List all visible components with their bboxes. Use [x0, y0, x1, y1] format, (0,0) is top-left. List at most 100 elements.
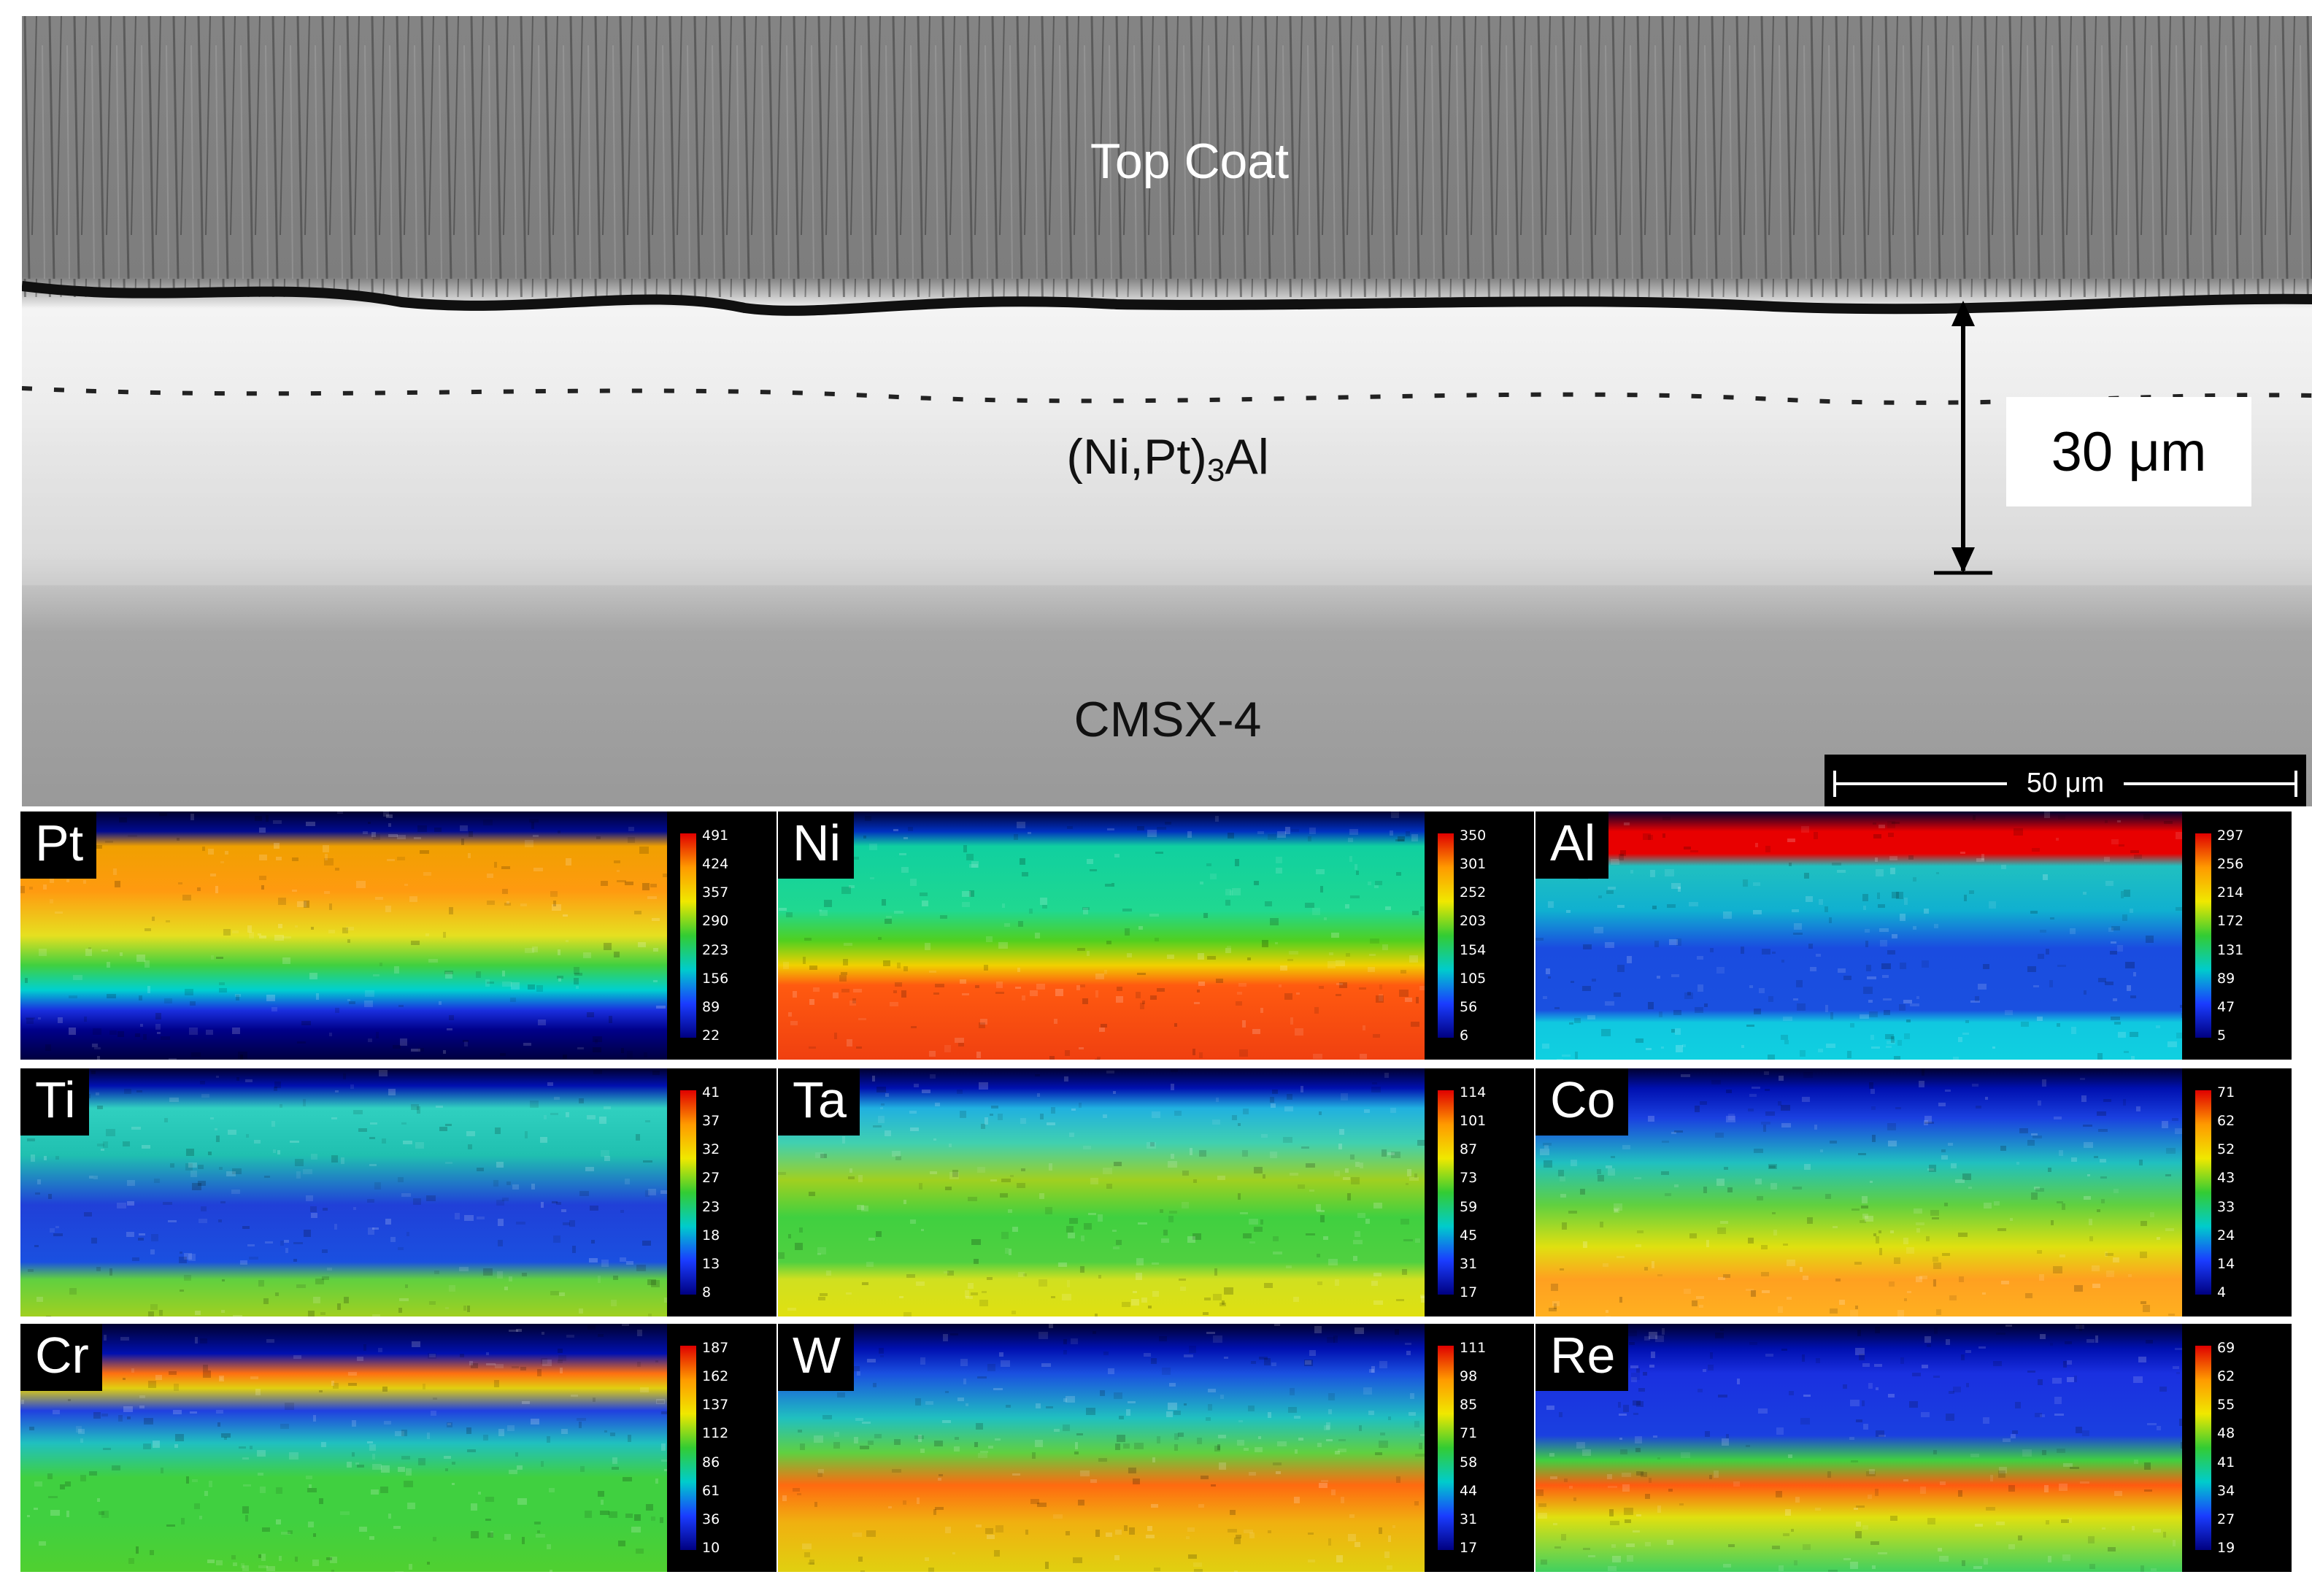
element-map-image: [1535, 1324, 2182, 1572]
colorbar-tick-label: 69: [2217, 1340, 2235, 1356]
element-label: Pt: [20, 812, 97, 879]
colorbar-tick-label: 112: [702, 1425, 729, 1442]
element-map-co: Co 71 62 52 43 33 24 14 4: [1535, 1068, 2292, 1316]
colorbar-gradient: [1438, 1090, 1454, 1295]
colorbar-ticks: 41 37 32 27 23 18 13 8: [702, 1084, 720, 1300]
element-map-image: [1535, 1068, 2182, 1316]
colorbar-tick-label: 48: [2217, 1425, 2235, 1442]
element-map-w: W 111 98 85 71 58 44 31 17: [778, 1324, 1534, 1572]
colorbar-gradient: [1438, 833, 1454, 1038]
colorbar-tick-label: 41: [702, 1084, 720, 1100]
colorbar-tick-label: 357: [702, 884, 729, 901]
colorbar-ticks: 111 98 85 71 58 44 31 17: [1460, 1340, 1486, 1556]
bond-coat-prefix: (Ni,Pt): [1066, 429, 1207, 485]
colorbar-tick-label: 424: [702, 856, 729, 873]
colorbar-tick-label: 297: [2217, 828, 2244, 844]
colorbar-tick-label: 89: [2217, 970, 2235, 987]
colorbar-tick-label: 6: [1460, 1027, 1469, 1044]
colorbar-tick-label: 44: [1460, 1482, 1478, 1499]
colorbar-tick-label: 41: [2217, 1454, 2235, 1470]
element-label: Ti: [20, 1068, 89, 1136]
colorbar: 491 424 357 290 223 156 89 22: [667, 812, 777, 1060]
colorbar-tick-label: 111: [1460, 1340, 1487, 1356]
colorbar-tick-label: 71: [2217, 1084, 2235, 1100]
colorbar-gradient: [680, 833, 696, 1038]
thickness-label: 30 μm: [2051, 420, 2207, 483]
colorbar-tick-label: 114: [1460, 1084, 1487, 1100]
colorbar-ticks: 187 162 137 112 86 61 36 10: [702, 1340, 728, 1556]
element-map-re: Re 69 62 55 48 41 34 27 19: [1535, 1324, 2292, 1572]
colorbar: 350 301 252 203 154 105 56 6: [1425, 812, 1534, 1060]
colorbar-tick-label: 89: [702, 998, 720, 1015]
interdiffusion-zone: [22, 439, 2312, 585]
substrate-label: CMSX-4: [1074, 692, 1262, 747]
colorbar-tick-label: 17: [1460, 1284, 1478, 1300]
element-label: Co: [1535, 1068, 1629, 1136]
element-map-image: [778, 1324, 1425, 1572]
colorbar-tick-label: 43: [2217, 1170, 2235, 1187]
colorbar-tick-label: 98: [1460, 1368, 1478, 1385]
colorbar-tick-label: 10: [702, 1539, 720, 1556]
colorbar-tick-label: 5: [2217, 1027, 2227, 1044]
colorbar-tick-label: 290: [702, 913, 729, 930]
colorbar-tick-label: 154: [1460, 941, 1487, 958]
scale-bar: 50 μm: [1824, 755, 2306, 806]
colorbar-tick-label: 62: [2217, 1368, 2235, 1385]
colorbar-tick-label: 85: [1460, 1397, 1478, 1414]
colorbar-tick-label: 52: [2217, 1141, 2235, 1158]
colorbar-tick-label: 156: [702, 970, 729, 987]
colorbar-ticks: 491 424 357 290 223 156 89 22: [702, 828, 728, 1044]
colorbar-tick-label: 203: [1460, 913, 1487, 930]
colorbar-gradient: [2195, 1346, 2211, 1550]
colorbar-ticks: 114 101 87 73 59 45 31 17: [1460, 1084, 1486, 1300]
colorbar-tick-label: 8: [702, 1284, 712, 1300]
element-label: Ni: [778, 812, 855, 879]
colorbar-tick-label: 34: [2217, 1482, 2235, 1499]
element-label: W: [778, 1324, 855, 1391]
colorbar-tick-label: 56: [1460, 998, 1478, 1015]
colorbar-tick-label: 18: [702, 1227, 720, 1244]
colorbar-gradient: [1438, 1346, 1454, 1550]
colorbar-tick-label: 59: [1460, 1198, 1478, 1215]
colorbar-tick-label: 47: [2217, 998, 2235, 1015]
top-coat-label: Top Coat: [1090, 134, 1290, 189]
colorbar-tick-label: 73: [1460, 1170, 1478, 1187]
colorbar-tick-label: 252: [1460, 884, 1487, 901]
colorbar-tick-label: 223: [702, 941, 729, 958]
colorbar-tick-label: 350: [1460, 828, 1487, 844]
colorbar-tick-label: 491: [702, 828, 729, 844]
element-label: Cr: [20, 1324, 102, 1391]
bond-coat-label: (Ni,Pt)3Al: [1066, 428, 1269, 489]
element-map-image: [20, 1068, 667, 1316]
colorbar-tick-label: 37: [702, 1113, 720, 1130]
arrow-head-top: [1951, 301, 1975, 326]
colorbar-tick-label: 162: [702, 1368, 729, 1385]
colorbar-tick-label: 36: [702, 1511, 720, 1527]
colorbar-tick-label: 87: [1460, 1141, 1478, 1158]
colorbar-gradient: [680, 1346, 696, 1550]
sem-micrograph: [22, 16, 2312, 806]
arrow-head-bottom: [1951, 547, 1975, 573]
element-map-al: Al 297 256 214 172 131 89 47 5: [1535, 812, 2292, 1060]
thermally-grown-oxide-line: [22, 281, 2312, 316]
colorbar-gradient: [2195, 1090, 2211, 1295]
colorbar-gradient: [2195, 833, 2211, 1038]
colorbar-tick-label: 214: [2217, 884, 2244, 901]
element-label: Al: [1535, 812, 1609, 879]
bond-coat-suffix: Al: [1225, 429, 1269, 485]
colorbar: 111 98 85 71 58 44 31 17: [1425, 1324, 1534, 1572]
bond-coat-subscript: 3: [1206, 452, 1225, 488]
colorbar-tick-label: 71: [1460, 1425, 1478, 1442]
thickness-label-box: 30 μm: [2006, 397, 2251, 506]
colorbar-ticks: 350 301 252 203 154 105 56 6: [1460, 828, 1486, 1044]
colorbar-tick-label: 17: [1460, 1539, 1478, 1556]
colorbar-tick-label: 33: [2217, 1198, 2235, 1215]
element-label: Re: [1535, 1324, 1629, 1391]
scale-bar-line: [1833, 771, 2297, 797]
element-map-image: [20, 1324, 667, 1572]
colorbar-tick-label: 137: [702, 1397, 729, 1414]
colorbar-tick-label: 27: [2217, 1511, 2235, 1527]
colorbar-tick-label: 45: [1460, 1227, 1478, 1244]
scale-bar-label: 50 μm: [2026, 768, 2105, 798]
element-map-image: [778, 812, 1425, 1060]
